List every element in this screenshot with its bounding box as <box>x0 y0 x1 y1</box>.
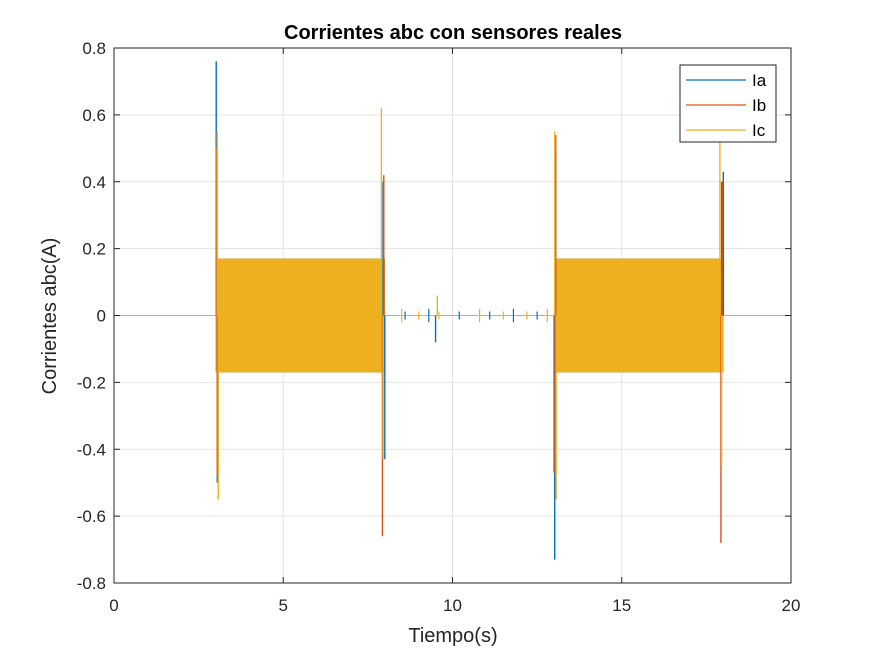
y-tick-label: 0.4 <box>82 173 106 192</box>
y-tick-label: 0 <box>97 307 106 326</box>
y-tick-label: 0.2 <box>82 240 106 259</box>
legend-box <box>679 64 777 143</box>
oscillation-bands <box>215 258 724 373</box>
x-tick-label: 20 <box>782 596 801 615</box>
transient-spikes <box>215 61 724 560</box>
y-axis-label: Corrientes abc(A) <box>39 238 61 395</box>
legend: Ia Ib Ic <box>679 64 777 143</box>
x-tick-label: 15 <box>612 596 631 615</box>
idle-blips <box>401 308 548 323</box>
x-tick-label: 0 <box>109 596 118 615</box>
ticks: 0 5 10 15 20 0.8 0.6 0.4 0.2 0 -0.2 -0.4 -0.6 -0.8 <box>77 39 801 615</box>
plot-area: 0 5 10 15 20 0.8 0.6 0.4 0.2 0 -0.2 -0.4 -0.6 -0.8 <box>77 39 801 615</box>
oscillation-band-Ic <box>215 258 385 373</box>
y-tick-label: 0.8 <box>82 39 106 58</box>
y-tick-label: -0.4 <box>77 440 106 459</box>
x-tick-label: 5 <box>279 596 288 615</box>
legend-label-Ib: Ib <box>752 96 766 115</box>
y-tick-label: -0.2 <box>77 373 106 392</box>
y-tick-label: -0.8 <box>77 574 106 593</box>
oscillation-band-Ic <box>554 258 724 373</box>
chart-title: Corrientes abc con sensores reales <box>284 22 622 44</box>
y-tick-label: -0.6 <box>77 507 106 526</box>
x-tick-label: 10 <box>443 596 462 615</box>
legend-label-Ia: Ia <box>752 71 767 90</box>
legend-label-Ic: Ic <box>752 121 766 140</box>
y-tick-label: 0.6 <box>82 106 106 125</box>
x-axis-label: Tiempo(s) <box>408 625 497 647</box>
